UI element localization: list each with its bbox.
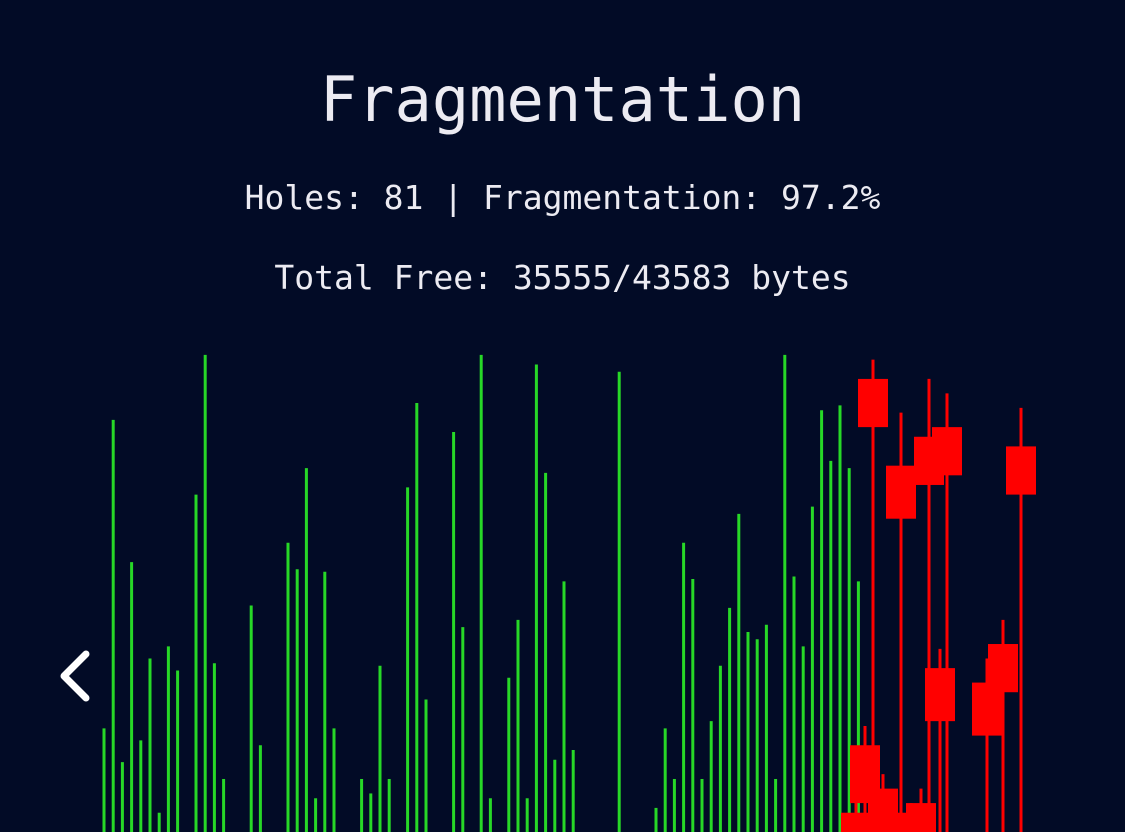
allocated-block-box [868, 788, 898, 832]
allocated-block [886, 412, 916, 832]
holes-fragmentation-stats: Holes: 81 | Fragmentation: 97.2% [244, 178, 881, 217]
allocated-block [841, 798, 871, 832]
total-free-stats: Total Free: 35555/43583 bytes [274, 258, 851, 297]
chevron-left-icon [60, 650, 90, 702]
allocated-block [932, 393, 962, 832]
page-title: Fragmentation [319, 63, 806, 136]
allocated-block [972, 658, 1002, 832]
allocated-block-box [1006, 446, 1036, 495]
allocated-block-box [858, 378, 888, 428]
allocated-block-box [906, 803, 936, 832]
allocated-block-box [932, 427, 962, 476]
allocated-block-box [841, 812, 871, 832]
allocated-block [906, 788, 936, 832]
allocated-block-box [925, 668, 955, 722]
allocated-block [925, 648, 955, 832]
free-blocks [102, 354, 860, 832]
back-button[interactable] [44, 640, 108, 712]
allocated-block-box [886, 465, 916, 519]
allocated-blocks [841, 359, 1036, 832]
allocated-block [868, 774, 898, 832]
allocated-block-box [972, 682, 1002, 736]
allocated-block [1006, 407, 1036, 832]
